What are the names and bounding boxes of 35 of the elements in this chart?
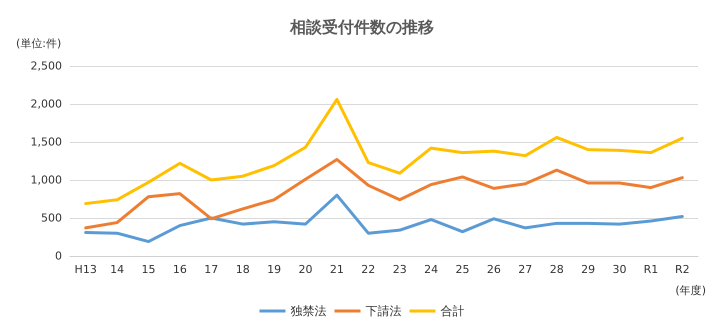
x-tick-label: 17 <box>204 263 218 276</box>
legend-label: 下請法 <box>366 304 402 318</box>
line-series <box>84 98 684 206</box>
x-tick-label: 30 <box>612 263 626 276</box>
x-tick-label: 28 <box>550 263 564 276</box>
y-tick-label: 2,000 <box>30 98 62 110</box>
text: (年度) <box>675 284 706 297</box>
x-tick-label: 18 <box>236 263 250 276</box>
x-tick-label: 27 <box>518 263 532 276</box>
chart-title: 相談受付件数の推移 <box>289 18 434 36</box>
x-tick-label: 25 <box>456 263 470 276</box>
x-tick-label: R1 <box>644 263 658 276</box>
y-tick-label: 1,500 <box>30 136 62 148</box>
line-series <box>84 194 684 244</box>
x-tick-label: 22 <box>361 263 376 276</box>
x-tick-label: 14 <box>110 263 124 276</box>
x-tick-label: 24 <box>424 263 438 276</box>
x-tick-label: R2 <box>674 263 690 276</box>
line-series <box>84 158 684 230</box>
x-tick-label: 16 <box>172 263 187 276</box>
x-tick-label: 15 <box>142 263 156 276</box>
y-tick-label: 500 <box>41 212 62 224</box>
text: (単位:件) <box>16 37 62 50</box>
x-tick-label: H13 <box>74 263 97 276</box>
y-tick-label: 0 <box>55 250 62 262</box>
x-tick-label: 19 <box>267 263 282 276</box>
x-tick-label: 26 <box>486 263 501 276</box>
y-tick-label: 2,500 <box>30 60 62 72</box>
legend-label: 独禁法 <box>290 304 326 318</box>
x-tick-label: 29 <box>581 263 596 276</box>
x-tick-label: 20 <box>298 263 312 276</box>
x-tick-label: 23 <box>392 263 407 276</box>
legend-label: 合計 <box>440 304 464 318</box>
x-tick-label: 21 <box>330 263 344 276</box>
y-tick-label: 1,000 <box>30 174 62 186</box>
